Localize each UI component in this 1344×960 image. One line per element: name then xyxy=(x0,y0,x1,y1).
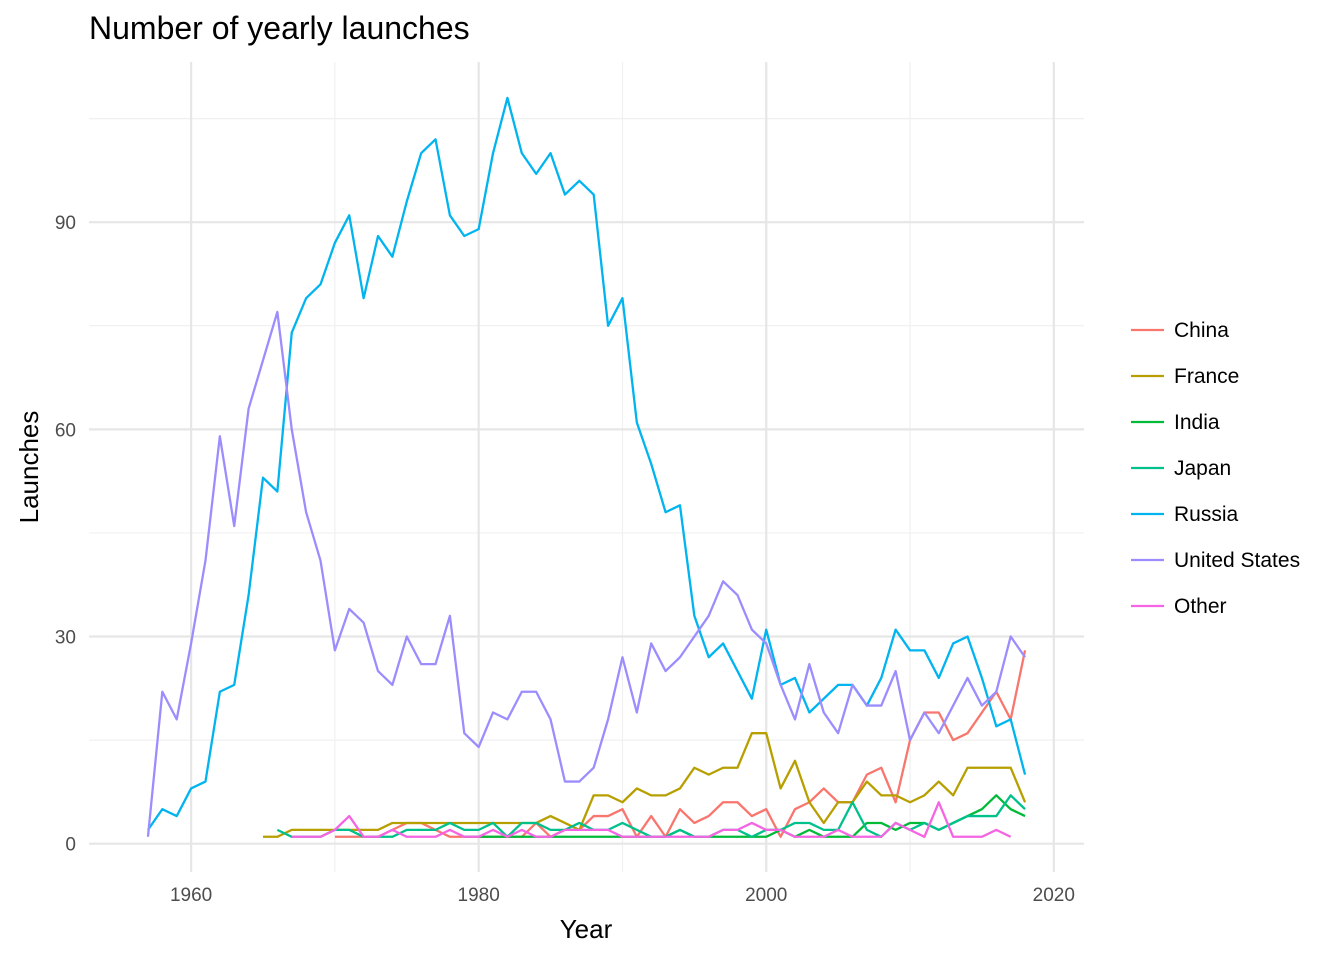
x-axis-ticks: 1960 1980 2000 2020 xyxy=(170,885,1075,906)
legend-label-other: Other xyxy=(1174,595,1227,618)
y-axis-title: Launches xyxy=(14,411,44,524)
series-line-russia xyxy=(147,96,1027,831)
legend-label-france: France xyxy=(1174,365,1239,388)
plot-series xyxy=(146,96,1027,838)
x-axis-title: Year xyxy=(560,914,613,944)
legend-label-india: India xyxy=(1174,411,1220,434)
y-tick-label: 30 xyxy=(55,628,76,649)
y-tick-label: 90 xyxy=(55,213,76,234)
series-line-united-states xyxy=(146,310,1026,837)
y-axis-ticks: 0 30 60 90 xyxy=(55,213,76,855)
x-tick-label: 1960 xyxy=(170,885,212,906)
legend-label-japan: Japan xyxy=(1174,457,1231,480)
series-line-china xyxy=(334,650,1027,838)
series-line-france xyxy=(262,732,1027,838)
grid xyxy=(89,62,1084,872)
legend-label-china: China xyxy=(1174,319,1229,342)
series-line-other xyxy=(291,801,1012,838)
legend: China France India Japan Russia United States… xyxy=(1131,319,1300,618)
legend-label-russia: Russia xyxy=(1174,503,1239,526)
chart-title: Number of yearly launches xyxy=(89,10,470,46)
x-tick-label: 1980 xyxy=(458,885,500,906)
y-tick-label: 60 xyxy=(55,420,76,441)
y-tick-label: 0 xyxy=(65,835,76,856)
legend-label-united-states: United States xyxy=(1174,549,1300,572)
x-tick-label: 2020 xyxy=(1033,885,1075,906)
x-tick-label: 2000 xyxy=(745,885,787,906)
